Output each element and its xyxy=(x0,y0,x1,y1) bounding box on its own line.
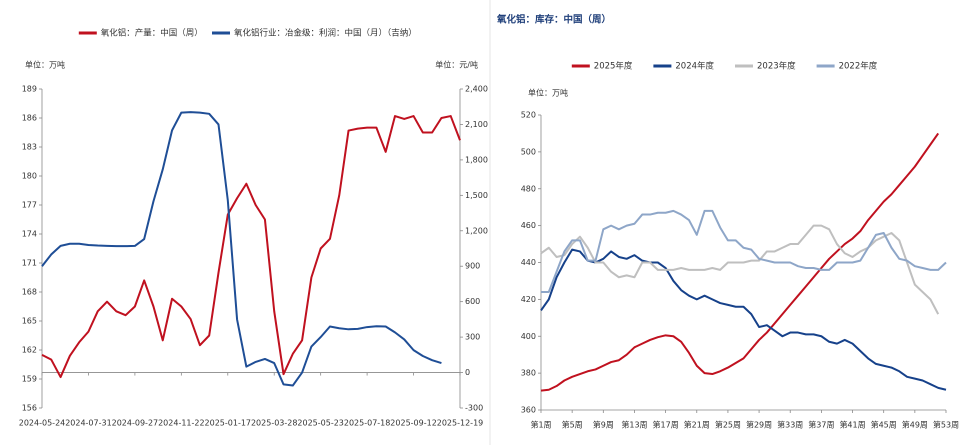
y2-axis-label: 单位：元/吨 xyxy=(435,60,478,70)
y2-tick-label: 600 xyxy=(465,297,480,306)
y-tick-label: 460 xyxy=(521,221,536,230)
x-tick-label: 2025-07-18 xyxy=(344,419,391,428)
x-tick-label: 第41周 xyxy=(839,420,865,430)
y2-tick-label: 2,100 xyxy=(465,120,488,129)
x-tick-label: 第29周 xyxy=(746,420,772,430)
legend-label: 2024年度 xyxy=(675,61,714,72)
x-tick-label: 第37周 xyxy=(808,420,834,430)
y-tick-label: 440 xyxy=(521,258,536,267)
x-tick-label: 2024-05-24 xyxy=(19,419,66,428)
y2-tick-label: 2,400 xyxy=(465,85,488,94)
x-tick-label: 第21周 xyxy=(684,420,710,430)
y-axis-label: 单位：万吨 xyxy=(25,60,65,70)
y-tick-label: 165 xyxy=(22,317,37,326)
chart-title: 氧化铝：库存：中国（周） xyxy=(496,14,611,26)
y-tick-label: 520 xyxy=(521,111,536,120)
y-tick-label: 180 xyxy=(22,172,37,181)
x-tick-label: 第33周 xyxy=(777,420,803,430)
y2-tick-label: -300 xyxy=(465,404,483,413)
x-tick-label: 第49周 xyxy=(902,420,928,430)
y2-tick-label: 1,500 xyxy=(465,191,488,200)
y-tick-label: 380 xyxy=(521,369,536,378)
y-tick-label: 480 xyxy=(521,184,536,193)
y2-tick-label: 900 xyxy=(465,262,480,271)
x-tick-label: 第45周 xyxy=(871,420,897,430)
y-tick-label: 183 xyxy=(22,143,37,152)
y-tick-label: 186 xyxy=(22,114,37,123)
x-tick-label: 第17周 xyxy=(653,420,679,430)
legend-label: 氧化铝：产量：中国（周） xyxy=(101,28,203,39)
x-tick-label: 第9周 xyxy=(593,420,614,430)
legend-label: 2023年度 xyxy=(757,61,796,72)
series-line xyxy=(41,115,461,379)
x-tick-label: 2024-09-27 xyxy=(112,419,159,428)
y-axis-label: 单位：万吨 xyxy=(528,88,568,98)
series-line xyxy=(41,111,442,387)
y-tick-label: 500 xyxy=(521,147,536,156)
x-tick-label: 2025-01-17 xyxy=(205,419,252,428)
y-tick-label: 156 xyxy=(22,404,37,413)
x-tick-label: 2025-09-12 xyxy=(390,419,437,428)
x-tick-label: 2024-07-31 xyxy=(65,419,112,428)
x-tick-label: 2024-11-22 xyxy=(158,419,205,428)
x-tick-label: 第25周 xyxy=(715,420,741,430)
y2-tick-label: 300 xyxy=(465,333,480,342)
y-tick-label: 171 xyxy=(22,259,37,268)
series-line xyxy=(540,132,940,392)
series-line xyxy=(540,224,940,315)
y-tick-label: 189 xyxy=(22,85,37,94)
y-tick-label: 400 xyxy=(521,332,536,341)
series-line xyxy=(540,248,947,391)
y-tick-label: 162 xyxy=(22,346,37,355)
legend-label: 2022年度 xyxy=(839,61,878,72)
x-tick-label: 第53周 xyxy=(933,420,959,430)
legend-label: 氧化铝行业：冶金级：利润：中国（月）（吉纳） xyxy=(234,28,417,39)
x-tick-label: 第13周 xyxy=(621,420,647,430)
y2-tick-label: 1,200 xyxy=(465,226,488,235)
y-tick-label: 174 xyxy=(22,230,37,239)
y-tick-label: 168 xyxy=(22,288,37,297)
y-tick-label: 177 xyxy=(22,201,37,210)
y-tick-label: 420 xyxy=(521,295,536,304)
x-tick-label: 第1周 xyxy=(530,420,551,430)
x-tick-label: 第5周 xyxy=(562,420,583,430)
y-tick-label: 159 xyxy=(22,375,37,384)
series-line xyxy=(541,209,947,293)
y2-tick-label: 0 xyxy=(465,368,470,377)
y2-tick-label: 1,800 xyxy=(465,155,488,164)
x-tick-label: 2025-03-28 xyxy=(251,419,298,428)
y-tick-label: 360 xyxy=(521,406,536,415)
x-tick-label: 2025-05-23 xyxy=(297,419,344,428)
x-tick-label: 2025-12-19 xyxy=(437,419,484,428)
legend-label: 2025年度 xyxy=(594,61,633,72)
